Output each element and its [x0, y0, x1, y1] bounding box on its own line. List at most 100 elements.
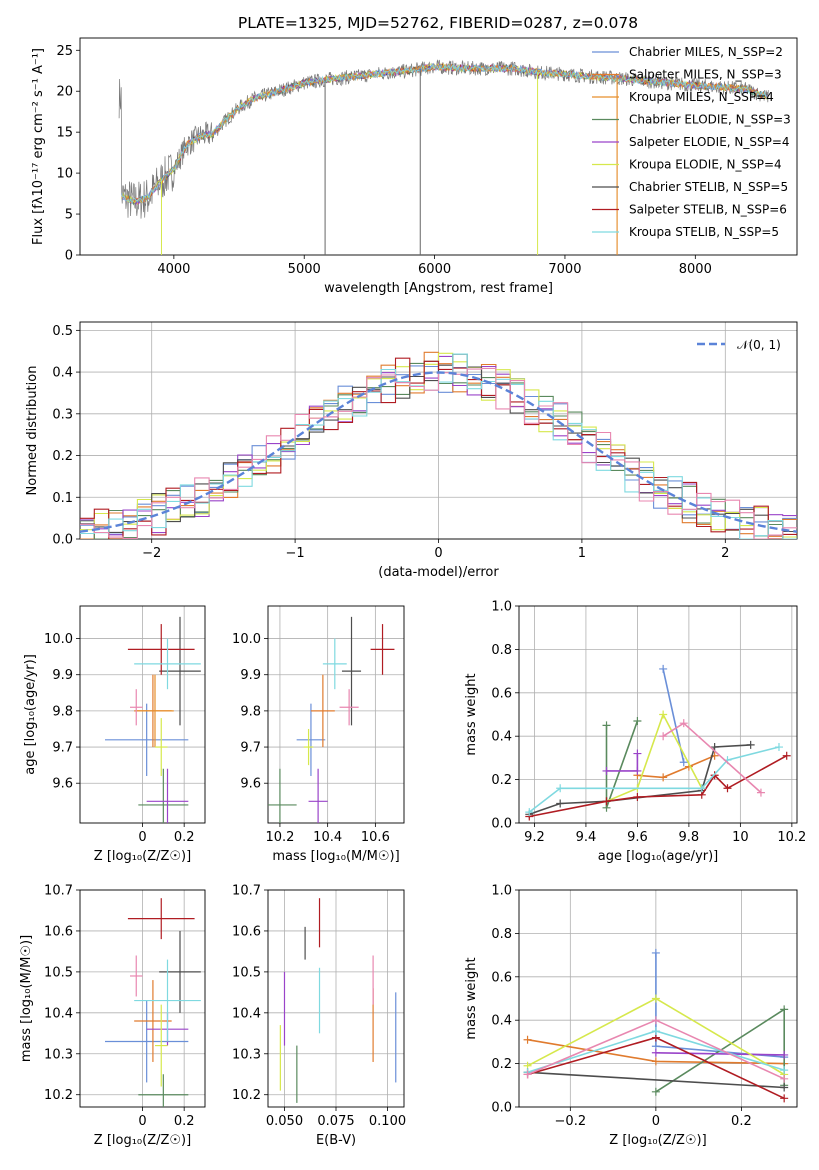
ebv-vs-mass-panel: 0.050 0.075 0.100 10.2 10.3 10.4 10.5 10.6 10.7 E… [232, 884, 406, 1149]
series-marker-chabrier_miles [659, 664, 668, 673]
y-axis-label: Flux [fλ10⁻¹⁷ erg cm⁻² s⁻¹ A⁻¹] [31, 48, 46, 245]
y-tick-label: 0.4 [52, 366, 73, 381]
x-tick-label: 0.2 [174, 830, 195, 845]
series-marker-pink [780, 1074, 789, 1083]
series-marker-chabrier_miles [679, 758, 688, 767]
y-tick-label: 10.2 [232, 1088, 261, 1103]
legend-entry: Salpeter STELIB, N_SSP=6 [629, 203, 787, 217]
series-marker-chabrier_stelib [746, 740, 755, 749]
y-tick-label: 10.7 [44, 884, 73, 899]
x-axis-label: Z [log₁₀(Z/Z☉)] [94, 849, 191, 864]
axes-frame [79, 605, 206, 824]
y-tick-label: 0.2 [52, 449, 73, 464]
y-tick-label: 10.7 [232, 884, 261, 899]
y-tick-label: 0.0 [491, 817, 512, 832]
series-marker-pink [756, 788, 765, 797]
legend-entry: 𝒩(0, 1) [737, 338, 781, 352]
x-tick-label: −0.2 [555, 1114, 587, 1129]
y-tick-label: 5 [65, 208, 73, 223]
series-line-salpeter_miles [637, 754, 715, 779]
age-vs-mass-weight-panel: 9.2 9.4 9.6 9.8 10 10.2 0.0 0.2 0.4 0.6 0.8 1.0 age … [464, 600, 806, 865]
series-marker-salpeter_miles [659, 773, 668, 782]
series-marker-pink [679, 719, 688, 728]
y-tick-label: 0.5 [52, 324, 73, 339]
axes-frame [79, 889, 206, 1108]
x-tick-label: 0.2 [174, 1114, 195, 1129]
series-marker-kroupa_elodie [659, 710, 668, 719]
y-axis-label: age [log₁₀(age/yr)] [23, 654, 38, 775]
z-vs-mass-weight-panel: −0.2 0 0.2 0.0 0.2 0.4 0.6 0.8 1.0 Z [log₁₀(Z/Z☉)… [464, 884, 798, 1148]
series-line-chabrier_stelib [527, 1071, 785, 1089]
axes-frame [79, 37, 798, 256]
y-tick-label: 9.9 [240, 668, 261, 683]
x-tick-label: 0 [434, 546, 442, 561]
series-marker-kroupa_stelib [697, 784, 706, 793]
z-vs-age-panel: 0 0.2 9.6 9.7 9.8 9.9 10.0 Z [log₁₀(Z/Z☉)] age [… [23, 605, 206, 864]
y-tick-label: 0.4 [491, 1014, 512, 1029]
y-tick-label: 9.8 [52, 704, 73, 719]
series-marker-kroupa_stelib [556, 784, 565, 793]
y-tick-label: 10.0 [44, 632, 73, 647]
y-tick-label: 15 [56, 126, 73, 141]
x-axis-label: mass [log₁₀(M/M☉)] [272, 849, 399, 864]
series-marker-kroupa_elodie [651, 994, 660, 1003]
legend-entry: Chabrier STELIB, N_SSP=5 [629, 180, 788, 194]
series-marker-salpeter_stelib [780, 1094, 789, 1103]
mass-vs-age-panel: 10.2 10.4 10.6 9.6 9.7 9.8 9.9 10.0 mass [log₁₀(… [232, 605, 405, 864]
axes-frame [79, 321, 798, 540]
histogram-salpeter_stelib [80, 357, 797, 539]
legend-entry: Chabrier MILES, N_SSP=2 [629, 45, 783, 59]
series-marker-salpeter_stelib [602, 797, 611, 806]
histogram-pink [80, 367, 797, 539]
x-axis-label: (data-model)/error [378, 565, 499, 580]
axes-frame [518, 889, 798, 1108]
series-marker-chabrier_stelib [780, 1083, 789, 1092]
x-tick-label: 10.2 [777, 830, 806, 845]
series-line-salpeter_stelib [529, 754, 788, 818]
x-tick-label: 8000 [679, 262, 712, 277]
y-tick-label: 0.6 [491, 970, 512, 985]
series-marker-chabrier_stelib [710, 743, 719, 752]
y-tick-label: 0.4 [491, 730, 512, 745]
y-tick-label: 0.6 [491, 686, 512, 701]
y-tick-label: 9.6 [52, 777, 73, 792]
x-tick-label: 0 [652, 1114, 660, 1129]
y-tick-label: 0.8 [491, 643, 512, 658]
x-tick-label: 9.6 [627, 830, 648, 845]
x-tick-label: 6000 [418, 262, 451, 277]
x-tick-label: 2 [721, 546, 729, 561]
y-tick-label: 0.3 [52, 407, 73, 422]
series-marker-salpeter_elodie [651, 1048, 660, 1057]
axes-frame [518, 605, 798, 824]
series-marker-kroupa_stelib [525, 808, 534, 817]
y-tick-label: 10.5 [44, 965, 73, 980]
spectrum-legend: Chabrier MILES, N_SSP=2 Salpeter MILES, N… [592, 45, 791, 239]
series-marker-salpeter_stelib [723, 784, 732, 793]
y-axis-label: mass weight [464, 673, 479, 755]
y-tick-label: 0.2 [491, 1057, 512, 1072]
series-marker-chabrier_miles [651, 948, 660, 957]
x-tick-label: 9.2 [524, 830, 545, 845]
y-tick-label: 9.7 [240, 741, 261, 756]
x-tick-label: 9.8 [679, 830, 700, 845]
y-tick-label: 9.6 [240, 777, 261, 792]
y-tick-label: 10.6 [232, 924, 261, 939]
x-tick-label: 9.4 [576, 830, 597, 845]
y-tick-label: 9.7 [52, 741, 73, 756]
x-tick-label: 0.075 [317, 1114, 354, 1129]
series-marker-salpeter_elodie [633, 766, 642, 775]
y-axis-label: mass weight [464, 957, 479, 1039]
series-marker-pink [523, 1070, 532, 1079]
series-marker-kroupa_stelib [780, 1066, 789, 1075]
x-axis-label: age [log₁₀(age/yr)] [598, 849, 719, 864]
x-tick-label: 0.2 [731, 1114, 752, 1129]
z-vs-mass-panel: 0 0.2 10.2 10.3 10.4 10.5 10.6 10.7 Z [log₁₀(Z/Z… [19, 884, 206, 1148]
series-marker-salpeter_elodie [633, 749, 642, 758]
y-tick-label: 10.3 [232, 1047, 261, 1062]
series-line-kroupa_elodie [606, 712, 703, 803]
model-spectrum-line-salpeter_miles [121, 63, 768, 204]
y-axis-label: Normed distribution [25, 366, 40, 496]
series-line-chabrier_miles [655, 952, 785, 1058]
series-marker-kroupa_stelib [774, 743, 783, 752]
series-marker-chabrier_elodie [780, 1005, 789, 1014]
